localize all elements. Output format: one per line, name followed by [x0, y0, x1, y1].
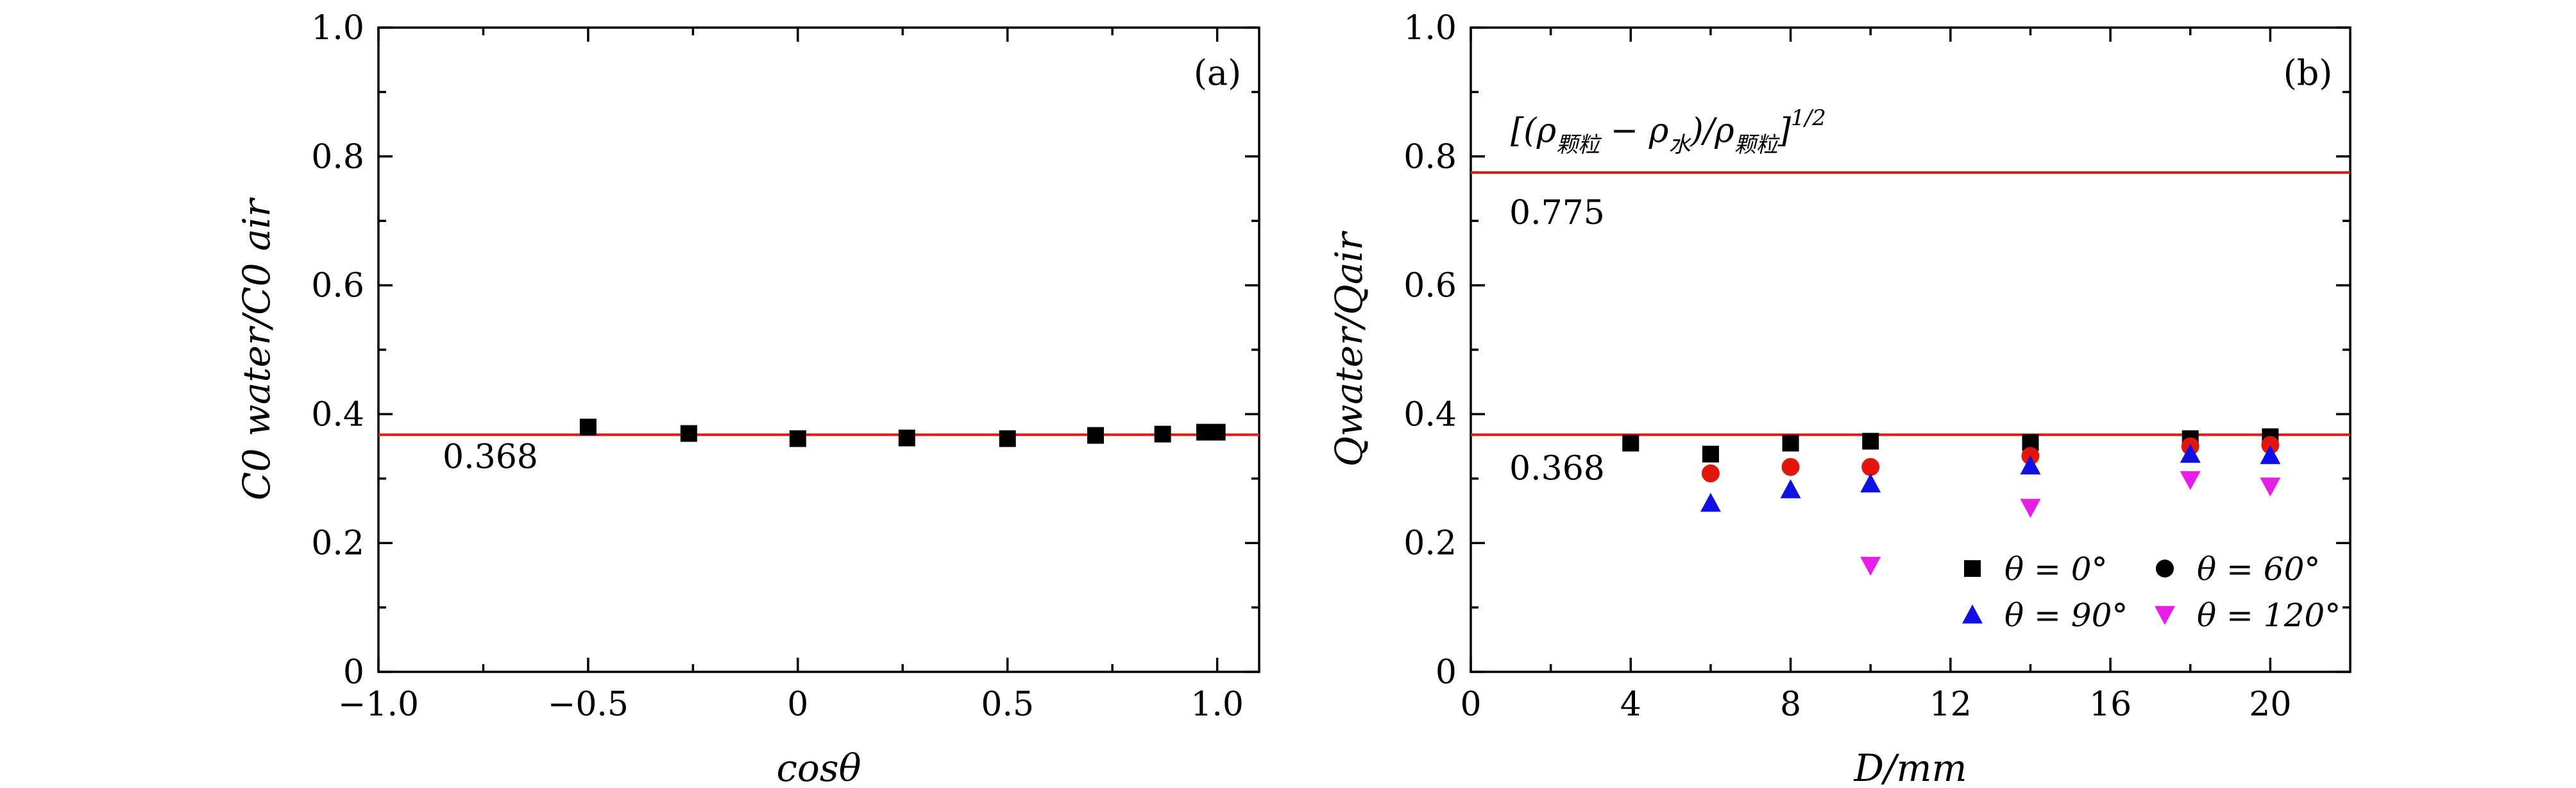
panel-label: (b) — [2284, 53, 2333, 93]
data-point — [2260, 445, 2281, 465]
data-point — [1862, 433, 1879, 450]
legend: θ = 0° θ = 60° θ = 90° θ = 120° — [1962, 551, 2341, 634]
y-axis-title: C0 water/C0 air — [235, 197, 278, 501]
data-point — [789, 430, 806, 447]
legend-marker — [2156, 560, 2174, 578]
data-point — [1781, 458, 1800, 476]
legend-label: θ = 60° — [2197, 551, 2320, 588]
data-point — [1702, 445, 1719, 463]
legend-label: θ = 0° — [2004, 551, 2108, 588]
data-point — [1860, 556, 1881, 576]
reference-line-label: 0.775 — [1509, 194, 1605, 232]
x-tick-label: −0.5 — [548, 685, 629, 724]
data-point — [1861, 458, 1880, 476]
y-tick-label: 0.2 — [311, 524, 364, 563]
legend-label: θ = 120° — [2197, 597, 2341, 634]
formula-part: 1/2 — [1791, 105, 1826, 131]
panel-b-chart: 0 4 8 12 16 20 0 0.2 0.4 0.6 0.8 1.0 D/mm Qwater/Qair… — [1327, 9, 2351, 788]
data-point — [1782, 434, 1799, 452]
y-tick-label: 0.6 — [1403, 267, 1457, 305]
data-point — [2260, 477, 2281, 497]
legend-label: θ = 90° — [2004, 597, 2128, 634]
x-tick-label: −1.0 — [338, 685, 419, 724]
legend-marker — [2155, 606, 2175, 625]
data-point — [1701, 464, 1720, 483]
x-axis-title: D/mm — [1853, 746, 1967, 788]
data-point — [2020, 455, 2041, 475]
x-tick-label: 0 — [787, 685, 808, 724]
x-tick-label: 12 — [1929, 685, 1972, 724]
legend-marker — [1964, 560, 1981, 577]
data-point — [1087, 427, 1105, 444]
formula-part: − ρ — [1600, 112, 1669, 150]
formula-part: [(ρ — [1511, 112, 1557, 150]
data-point — [2261, 436, 2280, 454]
formula-part: 颗粒 — [1734, 132, 1781, 158]
formula-label: [(ρ颗粒 − ρ水)/ρ颗粒]1/2 — [1511, 105, 1826, 158]
data-point — [680, 425, 697, 442]
y-tick-label: 0.8 — [311, 138, 364, 176]
x-tick-label: 16 — [2089, 685, 2131, 724]
reference-line-label: 0.368 — [443, 438, 538, 477]
data-point — [1700, 492, 1721, 512]
data-point — [2020, 499, 2041, 518]
data-point — [999, 430, 1016, 447]
data-point — [1154, 425, 1171, 443]
y-tick-label: 0.4 — [311, 395, 364, 434]
data-point — [1780, 479, 1801, 499]
formula-part: 水 — [1668, 132, 1691, 158]
x-tick-label: 1.0 — [1191, 685, 1244, 724]
y-tick-label: 0.8 — [1403, 138, 1457, 176]
y-tick-label: 0.4 — [1403, 395, 1457, 434]
x-tick-label: 4 — [1620, 685, 1641, 724]
x-tick-label: 0 — [1460, 685, 1481, 724]
y-tick-label: 0.6 — [311, 267, 364, 305]
y-tick-label: 0.2 — [1403, 524, 1457, 563]
data-point — [579, 418, 597, 436]
panel-a-chart: −1.0 −0.5 0 0.5 1.0 0 0.2 0.4 0.6 0.8 1.0 cosθ C0 wa… — [235, 9, 1260, 788]
y-tick-label: 1.0 — [1403, 9, 1457, 47]
plot-frame — [377, 26, 1260, 673]
reference-line-label: 0.368 — [1509, 450, 1605, 488]
legend-marker — [1962, 604, 1983, 624]
data-point — [1860, 473, 1881, 493]
y-tick-label: 0 — [343, 653, 364, 692]
y-tick-label: 1.0 — [311, 9, 364, 47]
data-point — [898, 429, 915, 447]
x-tick-label: 0.5 — [981, 685, 1034, 724]
data-point — [2180, 471, 2201, 490]
formula-part: 颗粒 — [1556, 132, 1602, 158]
data-point — [2180, 443, 2201, 463]
x-tick-label: 8 — [1780, 685, 1801, 724]
formula-part: )/ρ — [1690, 112, 1734, 150]
panel-label: (a) — [1194, 53, 1241, 93]
data-point — [1622, 434, 1640, 452]
x-axis-title: cosθ — [776, 746, 861, 788]
x-tick-label: 20 — [2249, 685, 2291, 724]
y-axis-title: Qwater/Qair — [1327, 230, 1371, 467]
formula-part: ] — [1777, 112, 1792, 150]
data-point — [1208, 424, 1226, 441]
y-tick-label: 0 — [1436, 653, 1457, 692]
